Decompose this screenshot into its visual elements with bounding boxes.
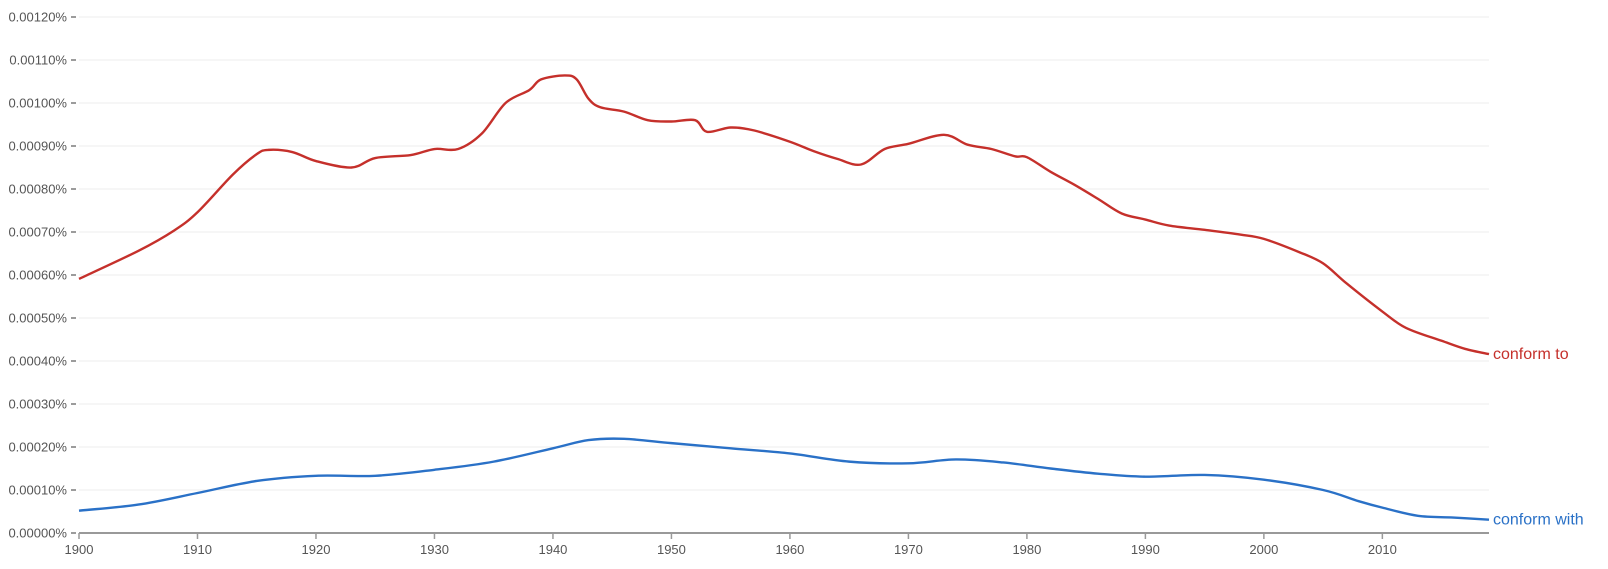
series-line-conform-to[interactable] xyxy=(78,74,1490,356)
y-axis: 0.00000% 0.00010% 0.00020% 0.00030% 0.00040%… xyxy=(8,10,76,541)
x-tick-label: 1970 xyxy=(894,542,923,557)
y-tick-label: 0.00050% xyxy=(8,311,67,326)
y-tick-label: 0.00030% xyxy=(8,397,67,412)
series-label-conform-with[interactable]: conform with xyxy=(1493,512,1584,529)
y-tick-label: 0.00040% xyxy=(8,354,67,369)
y-tick-label: 0.00110% xyxy=(9,53,67,68)
x-tick-label: 1980 xyxy=(1012,542,1041,557)
y-tick-label: 0.00010% xyxy=(8,483,67,498)
x-tick-label: 1990 xyxy=(1131,542,1160,557)
y-tick-label: 0.00120% xyxy=(8,10,67,25)
y-tick-label: 0.00000% xyxy=(8,526,67,541)
x-tick-label: 1950 xyxy=(657,542,686,557)
series-lines: conform to conform with xyxy=(78,74,1584,529)
y-tick-label: 0.00070% xyxy=(8,225,67,240)
x-tick-label: 1910 xyxy=(183,542,212,557)
y-tick-label: 0.00080% xyxy=(8,182,67,197)
series-line-conform-with[interactable] xyxy=(78,437,1490,521)
x-tick-label: 2010 xyxy=(1368,542,1397,557)
x-tick-label: 1960 xyxy=(775,542,804,557)
x-tick-label: 1940 xyxy=(538,542,567,557)
x-tick-label: 1900 xyxy=(65,542,94,557)
y-tick-label: 0.00020% xyxy=(8,440,67,455)
x-axis: 1900 1910 1920 1930 1940 1950 1960 1970 1980 1990… xyxy=(65,532,1489,557)
x-tick-label: 1930 xyxy=(420,542,449,557)
x-tick-label: 2000 xyxy=(1249,542,1278,557)
y-tick-label: 0.00100% xyxy=(8,96,67,111)
y-tick-label: 0.00060% xyxy=(8,268,67,283)
x-tick-label: 1920 xyxy=(302,542,331,557)
y-tick-label: 0.00090% xyxy=(8,139,67,154)
gridlines xyxy=(79,16,1489,491)
series-label-conform-to[interactable]: conform to xyxy=(1493,346,1569,363)
